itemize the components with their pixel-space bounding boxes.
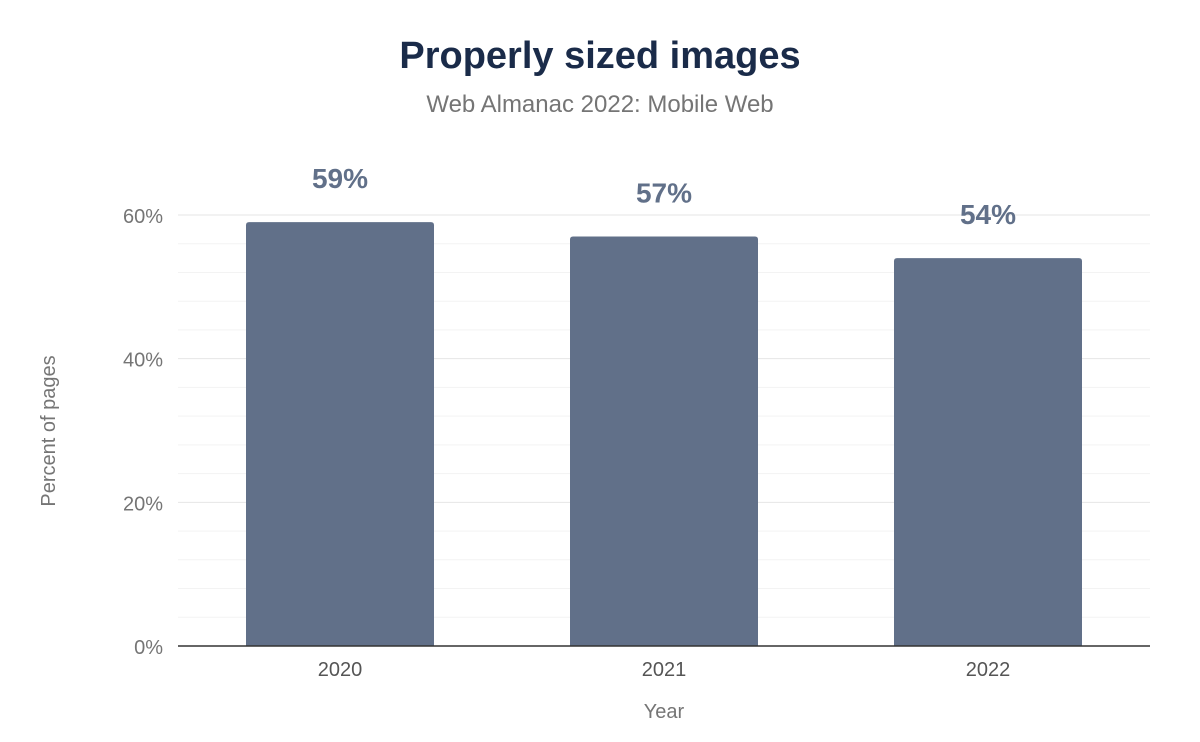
x-axis-label: Year: [644, 701, 685, 723]
bar-2021: [570, 236, 758, 647]
bar-2022: [894, 258, 1082, 646]
y-tick-label: 60%: [123, 206, 163, 228]
y-tick-label: 0%: [134, 637, 163, 659]
x-tick-label: 2021: [642, 659, 687, 681]
bar-2020: [246, 222, 434, 646]
chart-title: Properly sized images: [399, 35, 800, 77]
y-tick-label: 20%: [123, 493, 163, 515]
x-tick-label: 2020: [318, 659, 363, 681]
data-label: 54%: [960, 199, 1016, 230]
x-tick-label: 2022: [966, 659, 1011, 681]
y-axis-label: Percent of pages: [38, 355, 60, 506]
chart-subtitle: Web Almanac 2022: Mobile Web: [426, 91, 773, 118]
data-label: 57%: [636, 178, 692, 209]
y-tick-label: 40%: [123, 350, 163, 372]
data-label: 59%: [312, 163, 368, 194]
